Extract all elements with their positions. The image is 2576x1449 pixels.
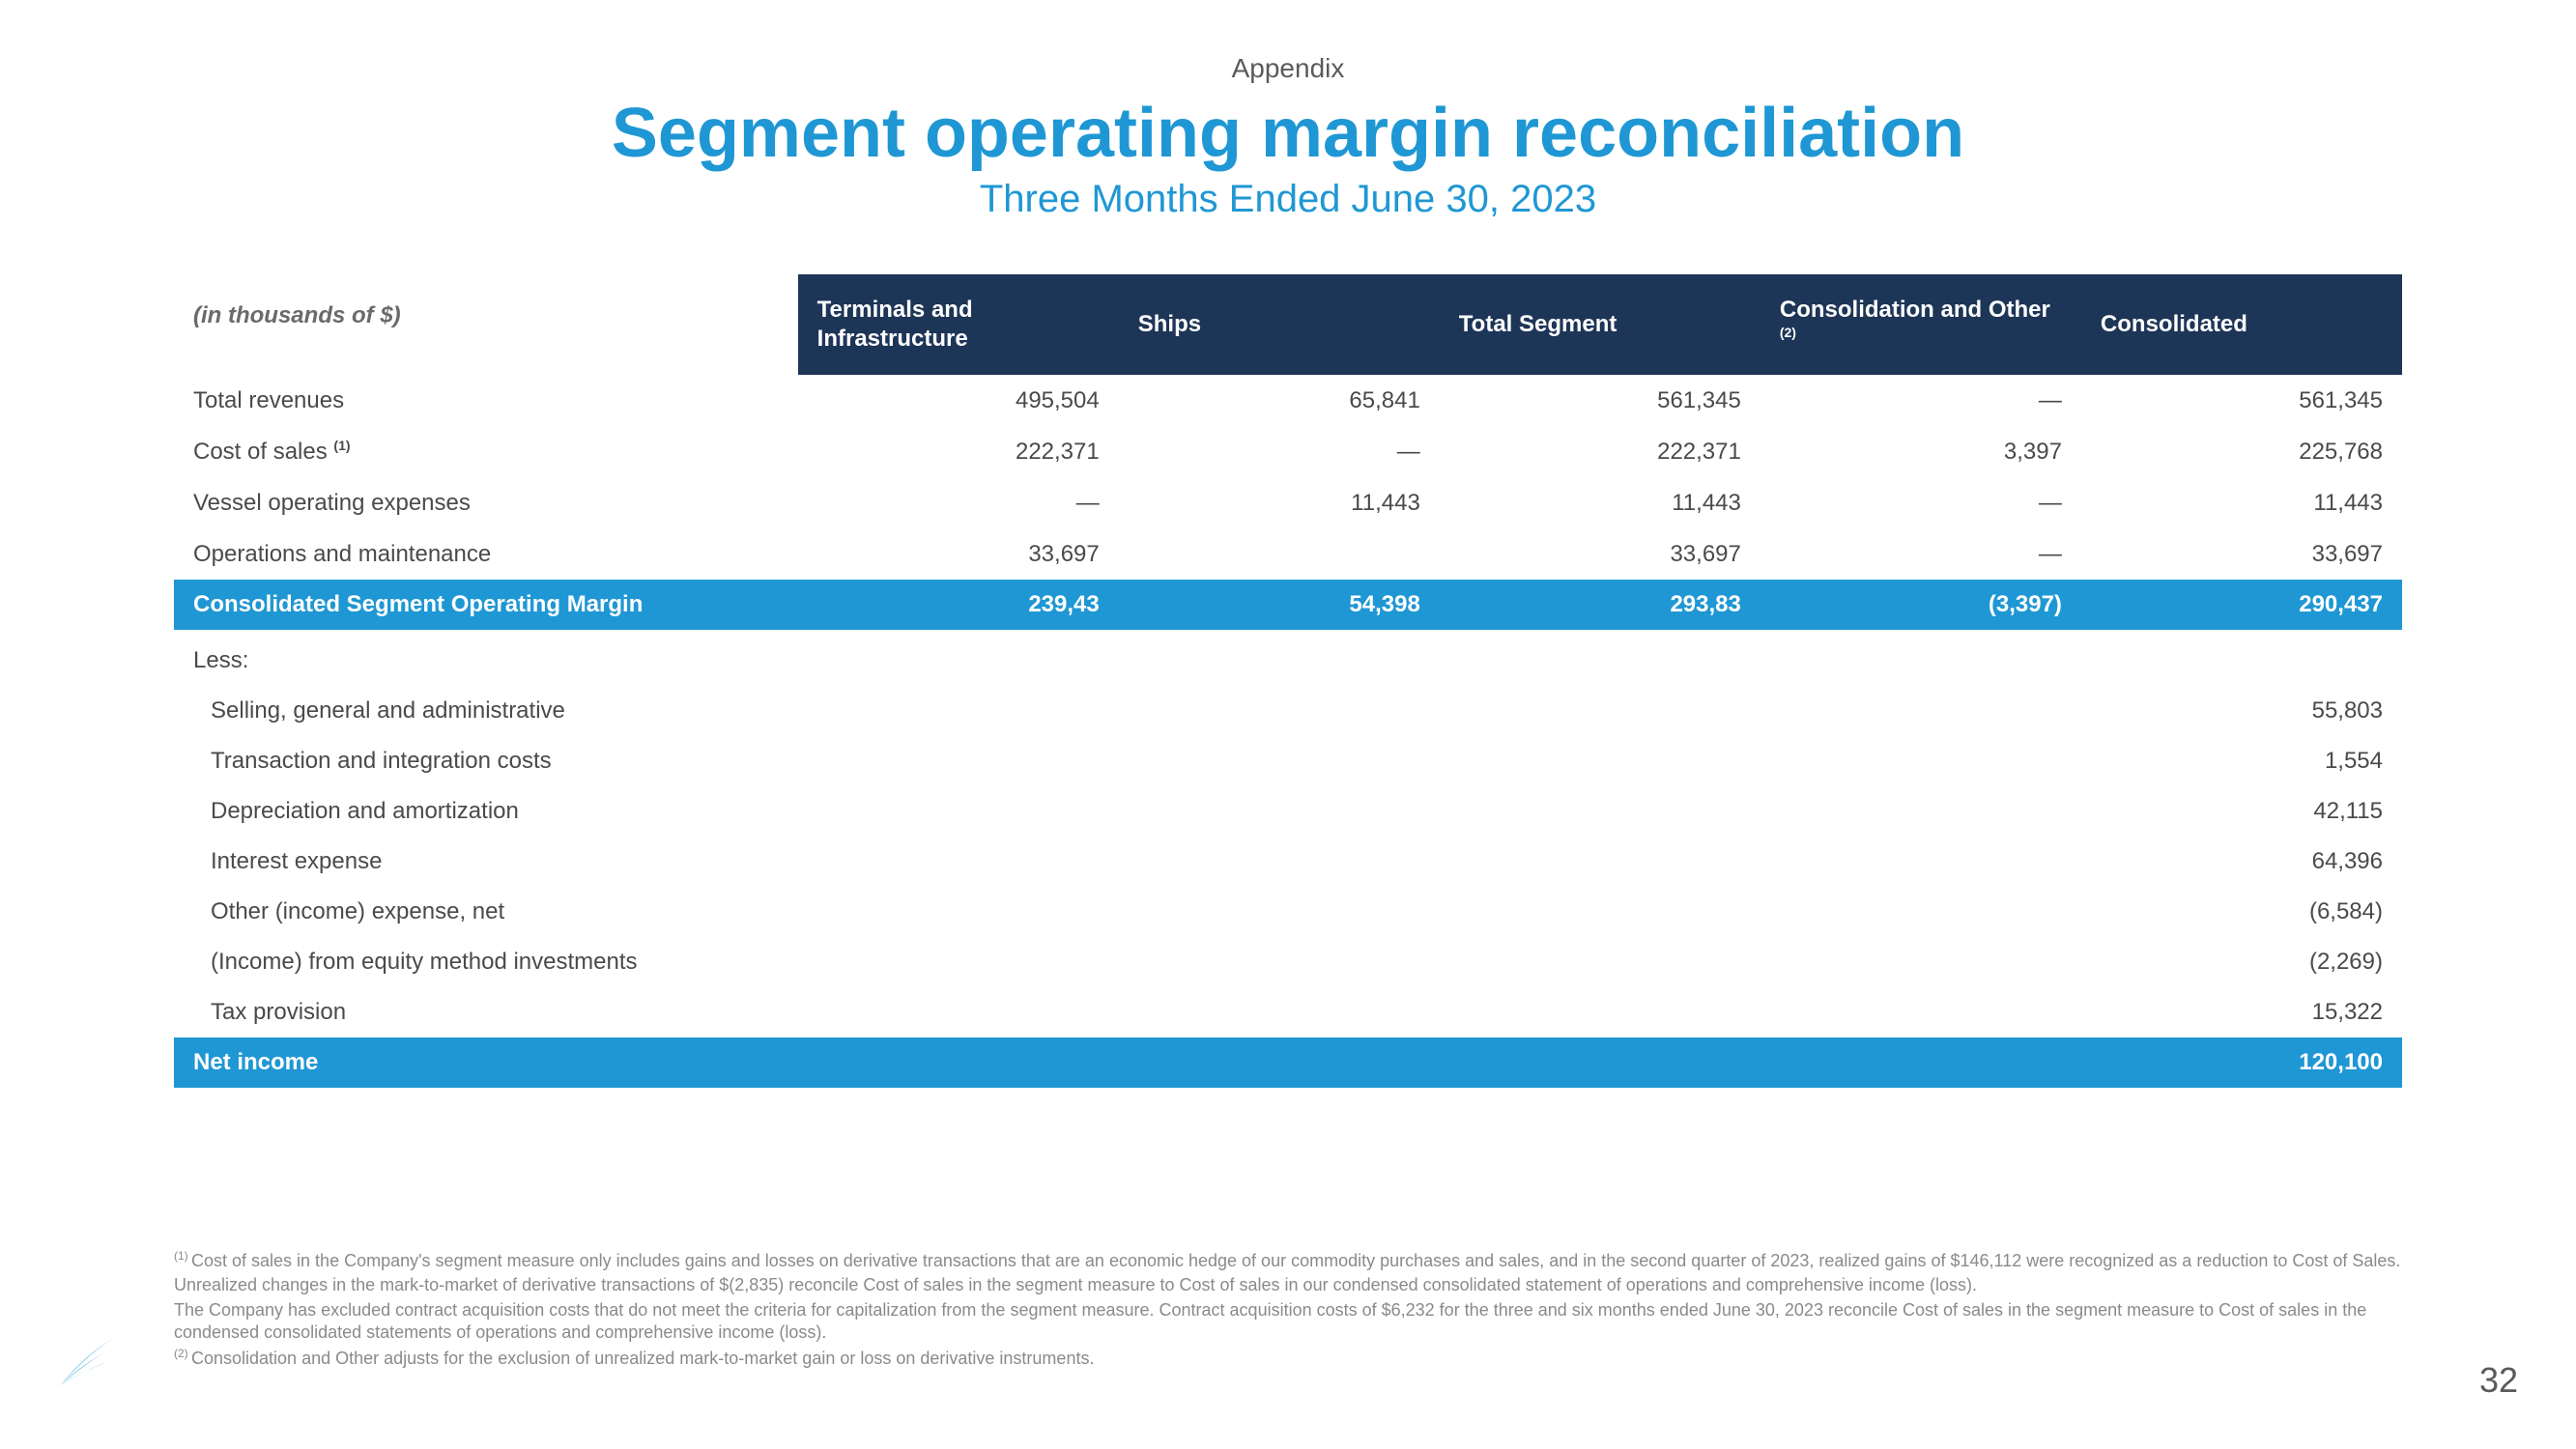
table-row: Depreciation and amortization42,115 <box>174 786 2402 837</box>
page-number: 32 <box>2479 1360 2518 1401</box>
appendix-label: Appendix <box>174 53 2402 84</box>
table-row: Tax provision15,322 <box>174 987 2402 1037</box>
col-ships: Ships <box>1119 274 1440 375</box>
margin-row: Consolidated Segment Operating Margin 23… <box>174 580 2402 630</box>
table-row: Cost of sales (1) 222,371—222,3713,39722… <box>174 426 2402 477</box>
footnote-2: Consolidation and Other adjusts for the … <box>191 1349 1094 1368</box>
units-label: (in thousands of $) <box>174 274 798 375</box>
slide: Appendix Segment operating margin reconc… <box>0 0 2576 1449</box>
table-row: Total revenues 495,50465,841561,345—561,… <box>174 375 2402 426</box>
company-logo-icon <box>53 1328 121 1396</box>
net-income-row: Net income120,100 <box>174 1037 2402 1088</box>
col-consolidation-other: Consolidation and Other (2) <box>1760 274 2081 375</box>
table-row: Interest expense64,396 <box>174 837 2402 887</box>
table-row: Vessel operating expenses —11,44311,443—… <box>174 477 2402 528</box>
col-total-segment: Total Segment <box>1440 274 1760 375</box>
footnotes: (1) Cost of sales in the Company's segme… <box>174 1249 2402 1372</box>
col-consolidated: Consolidated <box>2081 274 2402 375</box>
reconciliation-table: (in thousands of $) Terminals and Infras… <box>174 274 2402 1088</box>
table-row: Selling, general and administrative55,80… <box>174 686 2402 736</box>
table-row: Operations and maintenance 33,69733,697—… <box>174 528 2402 580</box>
footnote-1a: Cost of sales in the Company's segment m… <box>191 1251 2400 1270</box>
less-label-row: Less: <box>174 630 2402 686</box>
col-terminals: Terminals and Infrastructure <box>798 274 1119 375</box>
table-row: Other (income) expense, net(6,584) <box>174 887 2402 937</box>
page-title: Segment operating margin reconciliation <box>174 94 2402 173</box>
footnote-1b: Unrealized changes in the mark-to-market… <box>174 1274 2402 1296</box>
page-subtitle: Three Months Ended June 30, 2023 <box>174 178 2402 221</box>
table-row: Transaction and integration costs1,554 <box>174 736 2402 786</box>
table-row: (Income) from equity method investments(… <box>174 937 2402 987</box>
footnote-1c: The Company has excluded contract acquis… <box>174 1299 2402 1345</box>
